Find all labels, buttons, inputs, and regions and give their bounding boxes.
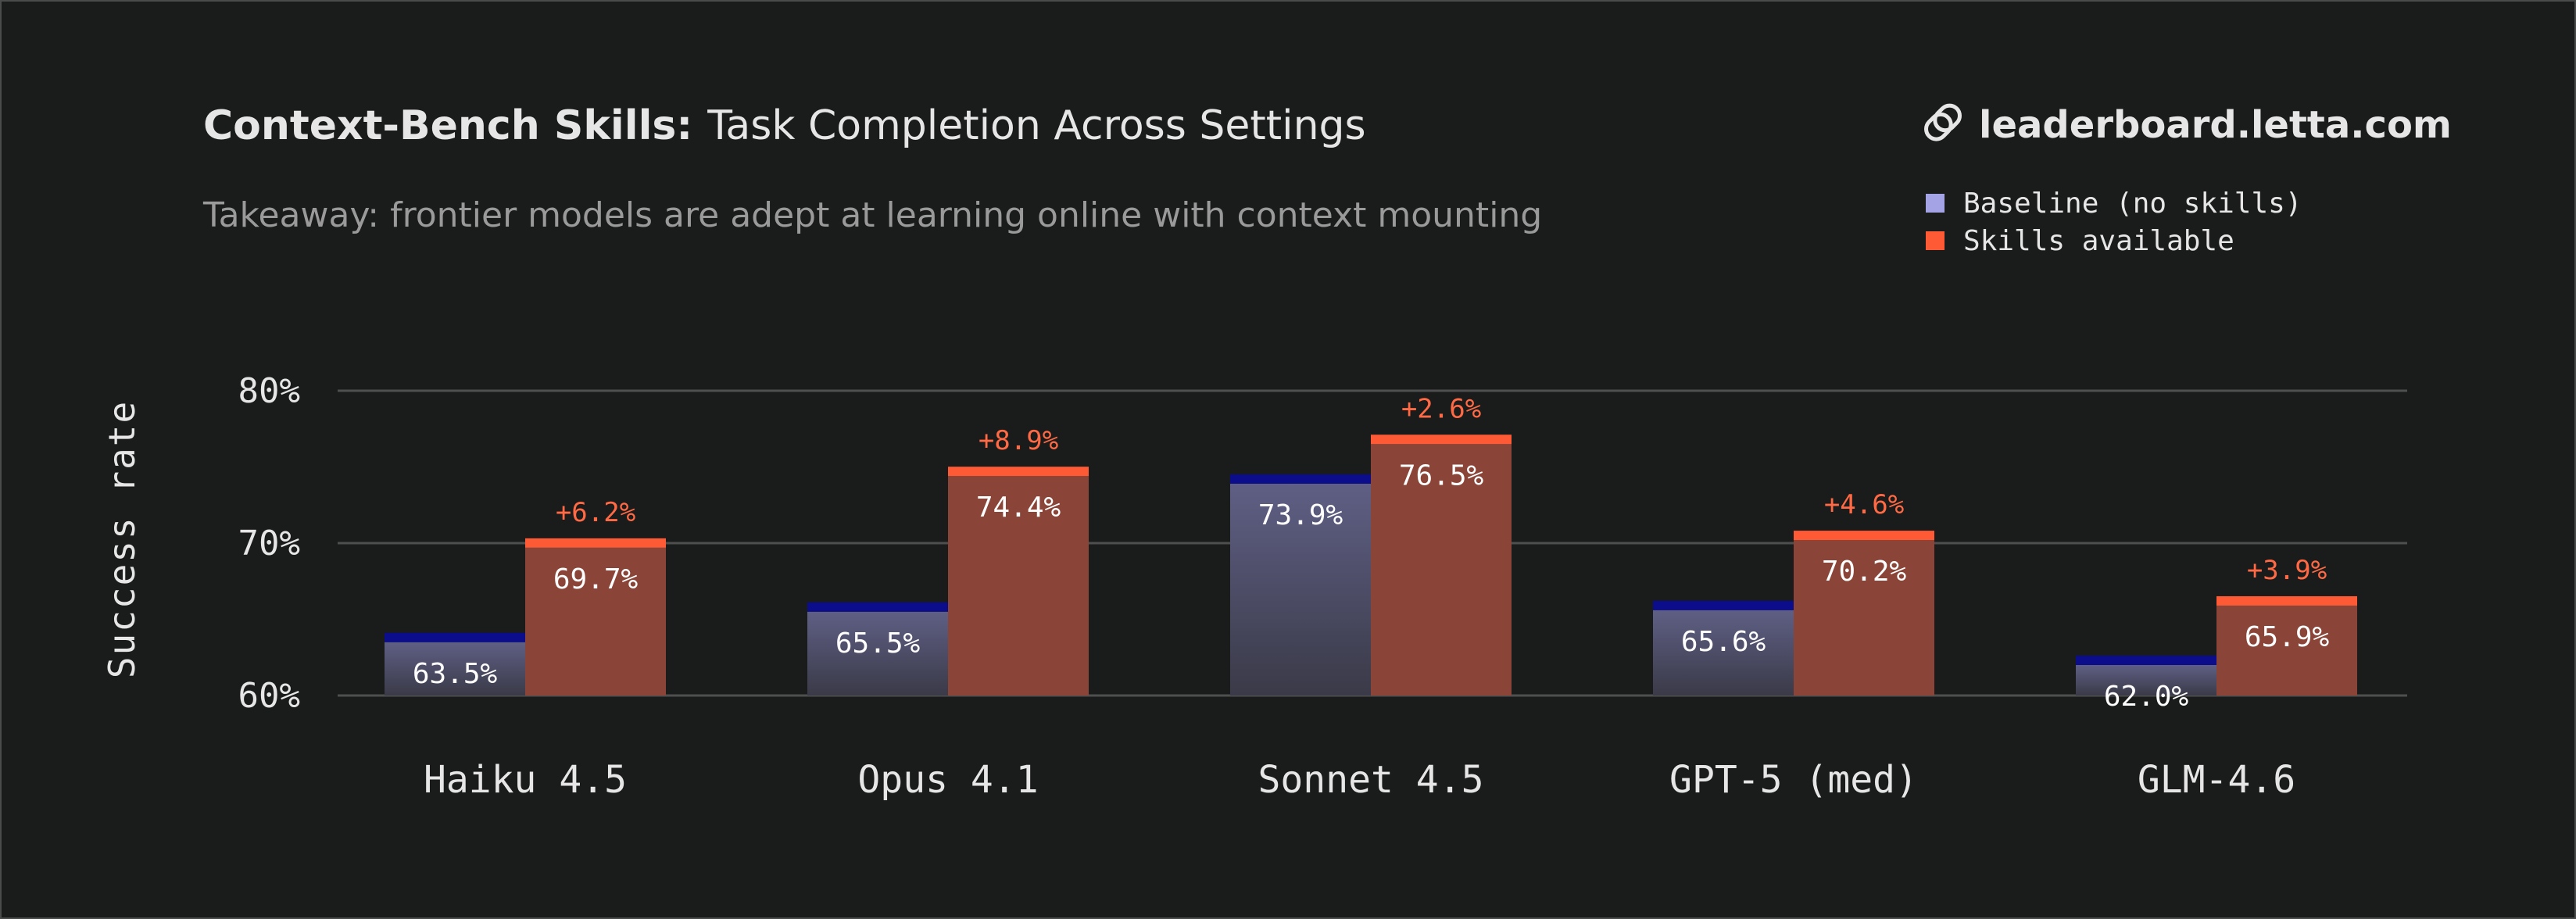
delta-annotation: +6.2% <box>556 497 635 528</box>
legend-swatch-baseline <box>1926 194 1945 213</box>
bar-baseline <box>2076 665 2216 696</box>
data-label-skills: 76.5% <box>1399 460 1484 492</box>
bar-skills-cap <box>1371 434 1512 445</box>
bar-baseline-cap <box>385 632 525 642</box>
y-tick-labels: 60% 70% 80% <box>238 371 300 716</box>
y-tick-label: 60% <box>238 676 300 716</box>
bar-skills <box>1794 540 1934 696</box>
bar-skills <box>2216 605 2357 696</box>
link-icon <box>1924 103 1962 141</box>
chart-subtitle: Takeaway: frontier models are adept at l… <box>202 195 1542 235</box>
y-tick-label: 70% <box>238 524 300 563</box>
delta-annotation: +3.9% <box>2247 555 2327 586</box>
data-label-baseline: 65.6% <box>1681 626 1766 658</box>
bars <box>385 434 2357 696</box>
chart-title: Context-Bench Skills: Task Completion Ac… <box>203 102 1366 149</box>
bar-skills-cap <box>2216 595 2357 606</box>
data-label-baseline: 73.9% <box>1258 499 1343 531</box>
x-tick-label: GPT-5 (med) <box>1669 758 1918 802</box>
bar-baseline <box>807 611 948 696</box>
bar-skills-cap <box>1794 531 1934 541</box>
bar-skills-cap <box>948 467 1089 477</box>
bar-baseline-cap <box>1653 600 1794 610</box>
y-tick-label: 80% <box>238 371 300 411</box>
chart-title-bold: Context-Bench Skills: <box>203 102 692 149</box>
bar-baseline <box>1653 610 1794 696</box>
delta-annotation: +2.6% <box>1401 393 1481 424</box>
y-axis-label: Success rate <box>101 400 143 678</box>
delta-annotation: +4.6% <box>1824 489 1904 520</box>
bar-labels: 63.5% 69.7% +6.2% 65.5% 74.4% +8.9% 73.9% 76.5%… <box>413 393 2330 713</box>
data-label-skills: 74.4% <box>976 492 1061 524</box>
x-tick-label: Sonnet 4.5 <box>1258 758 1484 802</box>
chart-title-rest: Task Completion Across Settings <box>707 102 1365 149</box>
legend-label-baseline: Baseline (no skills) <box>1963 188 2302 220</box>
bar-baseline-cap <box>1230 474 1371 484</box>
data-label-baseline: 62.0% <box>2104 681 2189 713</box>
site-link[interactable]: leaderboard.letta.com <box>1979 103 2452 147</box>
legend: Baseline (no skills) Skills available <box>1926 188 2302 257</box>
legend-label-skills: Skills available <box>1963 225 2234 257</box>
x-tick-label: Haiku 4.5 <box>424 758 627 802</box>
x-tick-label: GLM-4.6 <box>2138 758 2295 802</box>
bar-baseline-cap <box>807 602 948 612</box>
data-label-baseline: 63.5% <box>413 658 498 690</box>
bar-baseline <box>1230 483 1371 696</box>
data-label-skills: 70.2% <box>1822 556 1907 588</box>
data-label-skills: 65.9% <box>2245 621 2330 653</box>
bar-skills <box>525 547 666 696</box>
bar-skills <box>948 476 1089 696</box>
bar-baseline <box>385 642 525 696</box>
x-tick-labels: Haiku 4.5 Opus 4.1 Sonnet 4.5 GPT-5 (med) GL… <box>424 758 2295 802</box>
data-label-skills: 69.7% <box>553 563 639 595</box>
data-label-baseline: 65.5% <box>835 628 921 660</box>
delta-annotation: +8.9% <box>979 425 1058 456</box>
legend-swatch-skills <box>1926 231 1945 250</box>
bar-baseline-cap <box>2076 656 2216 665</box>
bar-skills <box>1371 444 1512 696</box>
bar-skills-cap <box>525 538 666 548</box>
x-tick-label: Opus 4.1 <box>857 758 1038 802</box>
